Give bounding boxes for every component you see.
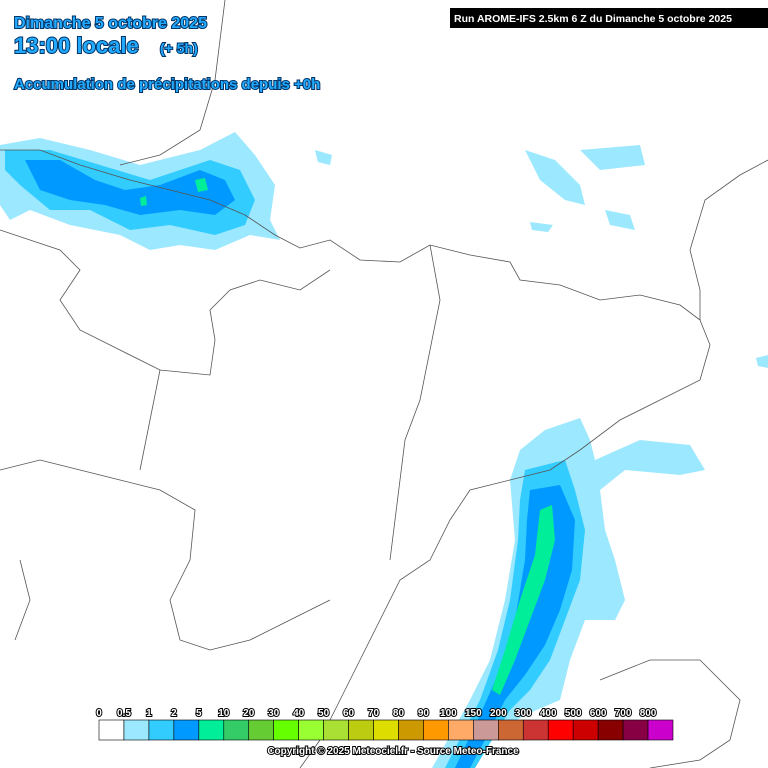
legend-label: 400 (540, 708, 557, 719)
legend-swatch (148, 719, 175, 741)
legend-label: 10 (218, 708, 230, 719)
legend-label: 1 (146, 708, 152, 719)
legend-swatch (123, 719, 150, 741)
legend-swatch (572, 719, 599, 741)
legend-swatch (473, 719, 499, 741)
legend-label: 40 (293, 708, 305, 719)
legend-swatch (423, 719, 449, 741)
run-info: Run AROME-IFS 2.5km 6 Z du Dimanche 5 oc… (454, 13, 732, 25)
legend-label: 60 (343, 708, 355, 719)
legend-label: 800 (640, 708, 657, 719)
legend-label: 500 (565, 708, 582, 719)
legend-swatch (498, 719, 524, 741)
lead-time: (+ 5h) (160, 40, 198, 56)
precipitation (0, 132, 768, 768)
legend-label: 600 (590, 708, 607, 719)
copyright: Copyright © 2025 Meteociel.fr - Source M… (267, 746, 519, 757)
legend-label: 700 (615, 708, 632, 719)
legend-label: 0.5 (117, 708, 131, 719)
legend-label: 0 (96, 708, 102, 719)
legend-swatch (622, 719, 649, 741)
legend-label: 200 (490, 708, 507, 719)
legend-swatch (547, 719, 574, 741)
legend-swatch (398, 719, 424, 741)
legend-swatch (522, 719, 549, 741)
legend: 0 0.5 1 2 5 10 20 30 40 50 60 70 80 90 100 150 200 300 400… (95, 707, 674, 741)
legend-swatch (173, 719, 200, 741)
legend-label: 100 (440, 708, 457, 719)
legend-label: 70 (368, 708, 380, 719)
legend-label: 300 (515, 708, 532, 719)
legend-swatch (647, 719, 674, 741)
legend-swatch (198, 719, 225, 741)
legend-label: 2 (171, 708, 177, 719)
legend-swatch (373, 719, 399, 741)
time: 13:00 locale (14, 33, 139, 58)
date: Dimanche 5 octobre 2025 (14, 15, 207, 32)
legend-swatch (348, 719, 374, 741)
legend-label: 80 (393, 708, 405, 719)
legend-label: 20 (243, 708, 255, 719)
legend-label: 90 (418, 708, 430, 719)
product: Accumulation de précipitations depuis +0… (14, 76, 320, 93)
legend-label: 30 (268, 708, 280, 719)
legend-swatch (448, 719, 474, 741)
legend-swatch (273, 719, 299, 741)
legend-swatch (323, 719, 349, 741)
legend-swatch (98, 719, 125, 741)
legend-label: 5 (196, 708, 202, 719)
legend-swatch (248, 719, 274, 741)
run-box (450, 8, 768, 28)
legend-swatch (597, 719, 624, 741)
legend-swatch (223, 719, 250, 741)
legend-label: 50 (318, 708, 330, 719)
legend-swatch (298, 719, 324, 741)
legend-label: 150 (465, 708, 482, 719)
